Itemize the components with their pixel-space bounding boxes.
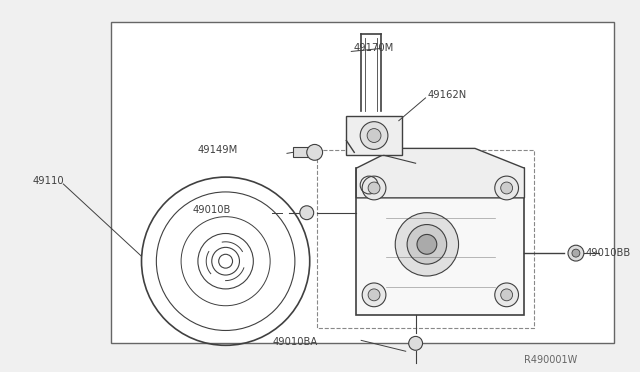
Text: 49162N: 49162N: [428, 90, 467, 100]
Circle shape: [367, 129, 381, 142]
Text: 49110: 49110: [33, 176, 64, 186]
Circle shape: [360, 122, 388, 150]
Bar: [356, 168, 524, 315]
Circle shape: [300, 206, 314, 219]
Circle shape: [417, 234, 436, 254]
Bar: [111, 22, 614, 343]
Circle shape: [572, 249, 580, 257]
Circle shape: [362, 283, 386, 307]
Text: 49010BB: 49010BB: [586, 248, 631, 258]
Polygon shape: [356, 148, 524, 198]
Text: 49010BA: 49010BA: [272, 337, 317, 347]
Bar: [293, 147, 313, 157]
Circle shape: [407, 225, 447, 264]
Circle shape: [495, 283, 518, 307]
Circle shape: [307, 144, 323, 160]
Circle shape: [500, 289, 513, 301]
Text: 49170M: 49170M: [353, 44, 394, 54]
Circle shape: [409, 336, 422, 350]
Bar: [346, 116, 402, 155]
Circle shape: [500, 182, 513, 194]
Circle shape: [396, 213, 458, 276]
Circle shape: [362, 176, 386, 200]
Circle shape: [495, 176, 518, 200]
Text: 49010B: 49010B: [193, 205, 231, 215]
Circle shape: [368, 182, 380, 194]
Text: R490001W: R490001W: [524, 355, 578, 365]
Circle shape: [568, 245, 584, 261]
Bar: [317, 150, 534, 328]
Text: 49149M: 49149M: [198, 145, 238, 155]
Circle shape: [368, 289, 380, 301]
